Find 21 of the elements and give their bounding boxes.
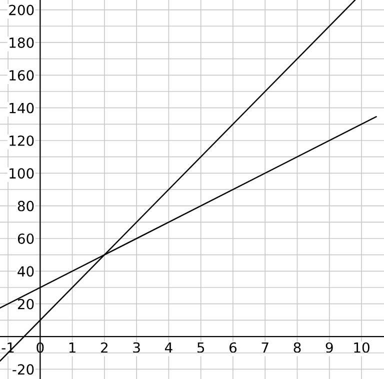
y-tick-label: 80 xyxy=(18,200,34,212)
x-tick-label: 3 xyxy=(133,342,140,353)
y-tick-label: 180 xyxy=(10,37,34,48)
y-tick-label: 60 xyxy=(18,233,34,244)
x-tick-label: 9 xyxy=(326,342,333,353)
x-tick-label: 1 xyxy=(69,342,76,353)
x-tick-label: 2 xyxy=(101,342,108,353)
x-tick-label: 10 xyxy=(354,342,370,353)
y-tick-label: 20 xyxy=(18,298,34,310)
y-tick-label: 100 xyxy=(10,168,34,179)
y-tick-label: 40 xyxy=(18,266,34,277)
x-tick-label: 8 xyxy=(294,342,301,353)
y-tick-label: -20 xyxy=(12,364,34,375)
x-tick-label: 4 xyxy=(164,342,172,353)
y-tick-label: 140 xyxy=(10,102,34,114)
y-tick-label: 200 xyxy=(9,4,34,16)
x-tick-label: 6 xyxy=(230,342,237,353)
x-tick-label: 5 xyxy=(197,342,204,353)
y-tick-label: 120 xyxy=(10,135,34,146)
y-tick-label: 160 xyxy=(10,70,34,81)
x-tick-label: 7 xyxy=(262,342,268,353)
